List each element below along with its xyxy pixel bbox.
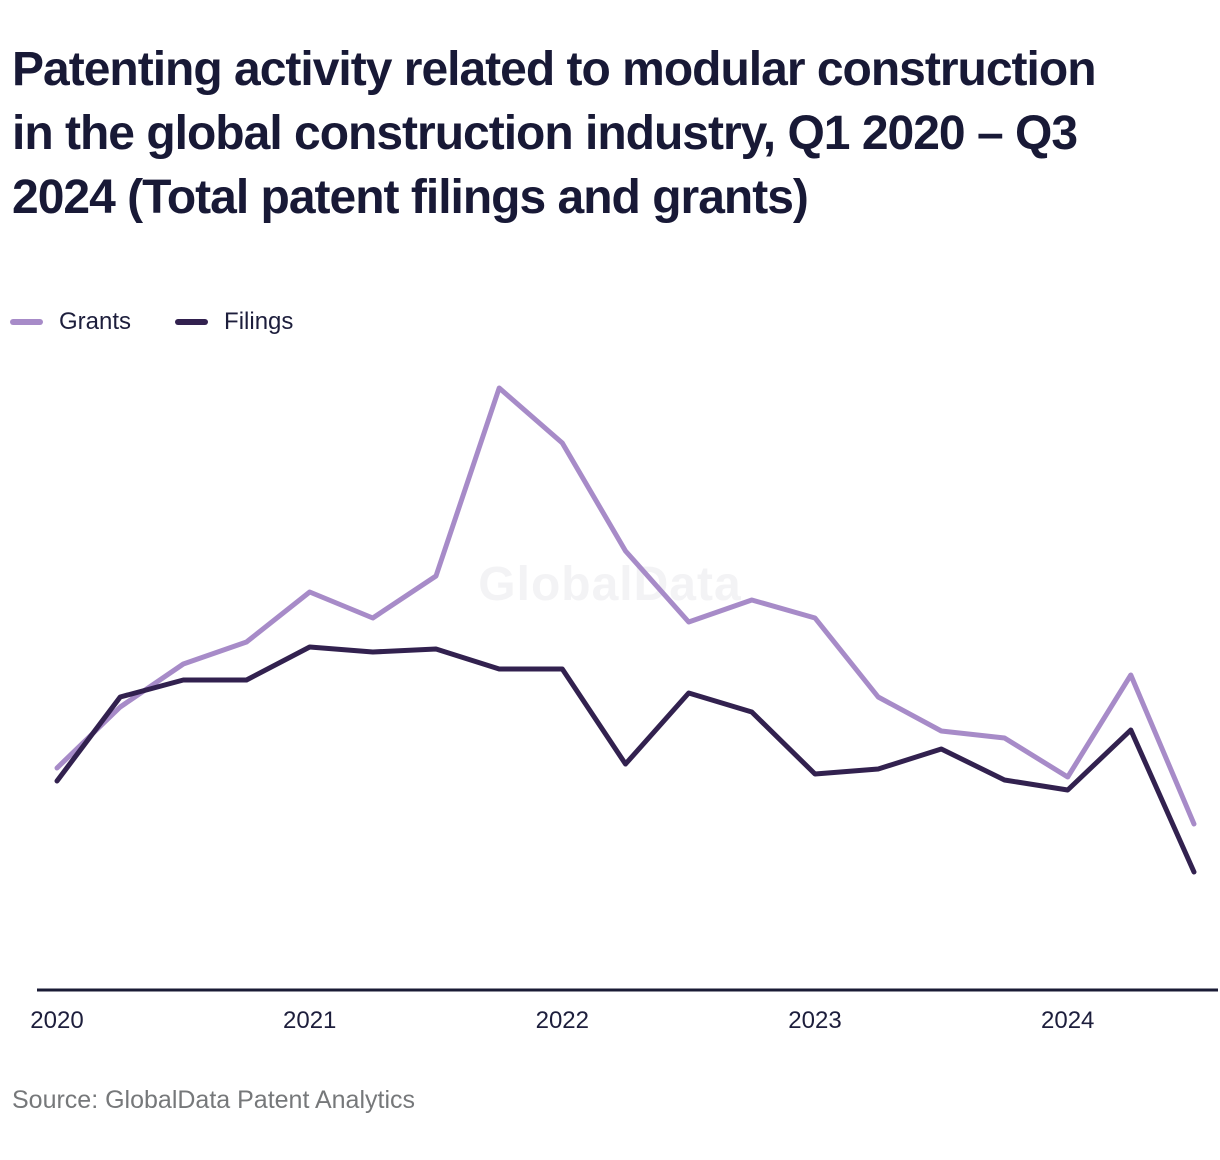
source-caption: Source: GlobalData Patent Analytics (12, 1086, 416, 1114)
x-tick-label-2020: 2020 (30, 1007, 83, 1034)
series-line-filings (54, 644, 1197, 875)
chart-canvas: GlobalData 2020 2021 2022 2023 2024 (30, 385, 1218, 1034)
line-chart: GlobalData 2020 2021 2022 2023 2024 (0, 360, 1220, 1040)
x-tick-label-2022: 2022 (536, 1007, 589, 1034)
legend-item-filings: Filings (175, 308, 293, 336)
series-line-grants (54, 385, 1197, 827)
legend-label-filings: Filings (224, 308, 294, 335)
chart-title-line-1: Patenting activity related to modular co… (12, 43, 1097, 96)
chart-title-line-2: in the global construction industry, Q1 … (12, 107, 1078, 160)
grants-line-swatch-icon (10, 319, 43, 325)
x-tick-label-2023: 2023 (788, 1007, 841, 1034)
filings-line-swatch-icon (175, 319, 209, 325)
legend-item-grants: Grants (10, 308, 131, 336)
legend-label-grants: Grants (59, 308, 132, 335)
x-tick-label-2024: 2024 (1041, 1007, 1094, 1034)
x-tick-label-2021: 2021 (283, 1007, 336, 1034)
legend: Grants Filings (10, 306, 293, 338)
chart-title: Patenting activity related to modular co… (12, 38, 1192, 230)
chart-title-line-3: 2024 (Total patent filings and grants) (12, 171, 809, 224)
globaldata-watermark: GlobalData (478, 558, 741, 611)
